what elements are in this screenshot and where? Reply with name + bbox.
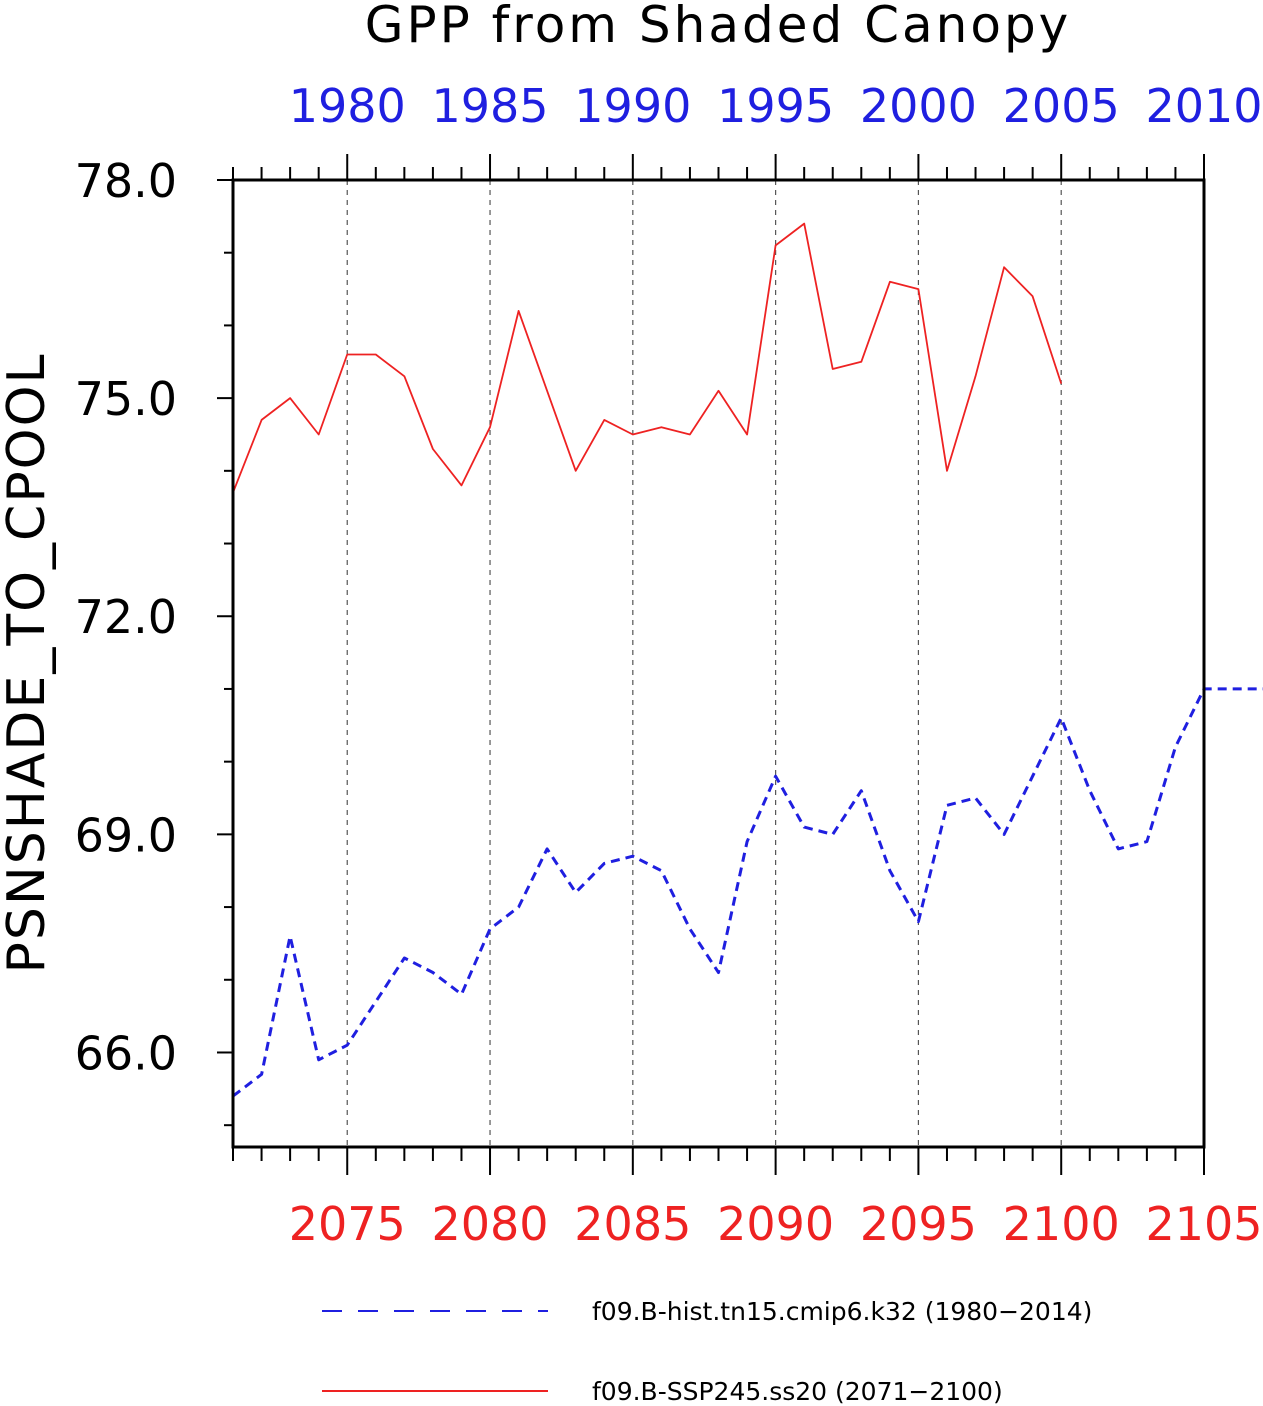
top-tick-label: 2005 — [1003, 79, 1120, 133]
bottom-tick-label: 2095 — [860, 1197, 977, 1251]
legend: f09.B-hist.tn15.cmip6.k32 (1980−2014) f0… — [322, 1297, 1092, 1406]
plot-frame — [231, 178, 1206, 1149]
bottom-tick-label: 2080 — [431, 1197, 548, 1251]
top-tick-label: 1985 — [431, 79, 548, 133]
top-tick-label: 1995 — [717, 79, 834, 133]
series-line-hist — [232, 687, 1263, 1098]
y-axis-label: PSNSHADE_TO_CPOOL — [0, 352, 57, 973]
y-tick-label: 66.0 — [75, 1026, 177, 1080]
series-line-ssp — [232, 222, 1063, 493]
top-tick-label: 2010 — [1145, 79, 1262, 133]
legend-label-ssp: f09.B-SSP245.ss20 (2071−2100) — [592, 1377, 1003, 1406]
bottom-tick-label: 2105 — [1145, 1197, 1262, 1251]
bottom-tick-label: 2090 — [717, 1197, 834, 1251]
y-tick-label: 69.0 — [75, 808, 177, 862]
y-tick-label: 78.0 — [75, 154, 177, 208]
y-tick-label: 75.0 — [75, 372, 177, 426]
chart-title: GPP from Shaded Canopy — [365, 0, 1072, 54]
y-tick-label: 72.0 — [75, 590, 177, 644]
top-tick-label: 1980 — [289, 79, 406, 133]
top-tick-label: 2000 — [860, 79, 977, 133]
top-tick-label: 1990 — [574, 79, 691, 133]
bottom-tick-label: 2075 — [289, 1197, 406, 1251]
legend-label-hist: f09.B-hist.tn15.cmip6.k32 (1980−2014) — [592, 1297, 1092, 1326]
bottom-tick-label: 2100 — [1003, 1197, 1120, 1251]
bottom-tick-label: 2085 — [574, 1197, 691, 1251]
